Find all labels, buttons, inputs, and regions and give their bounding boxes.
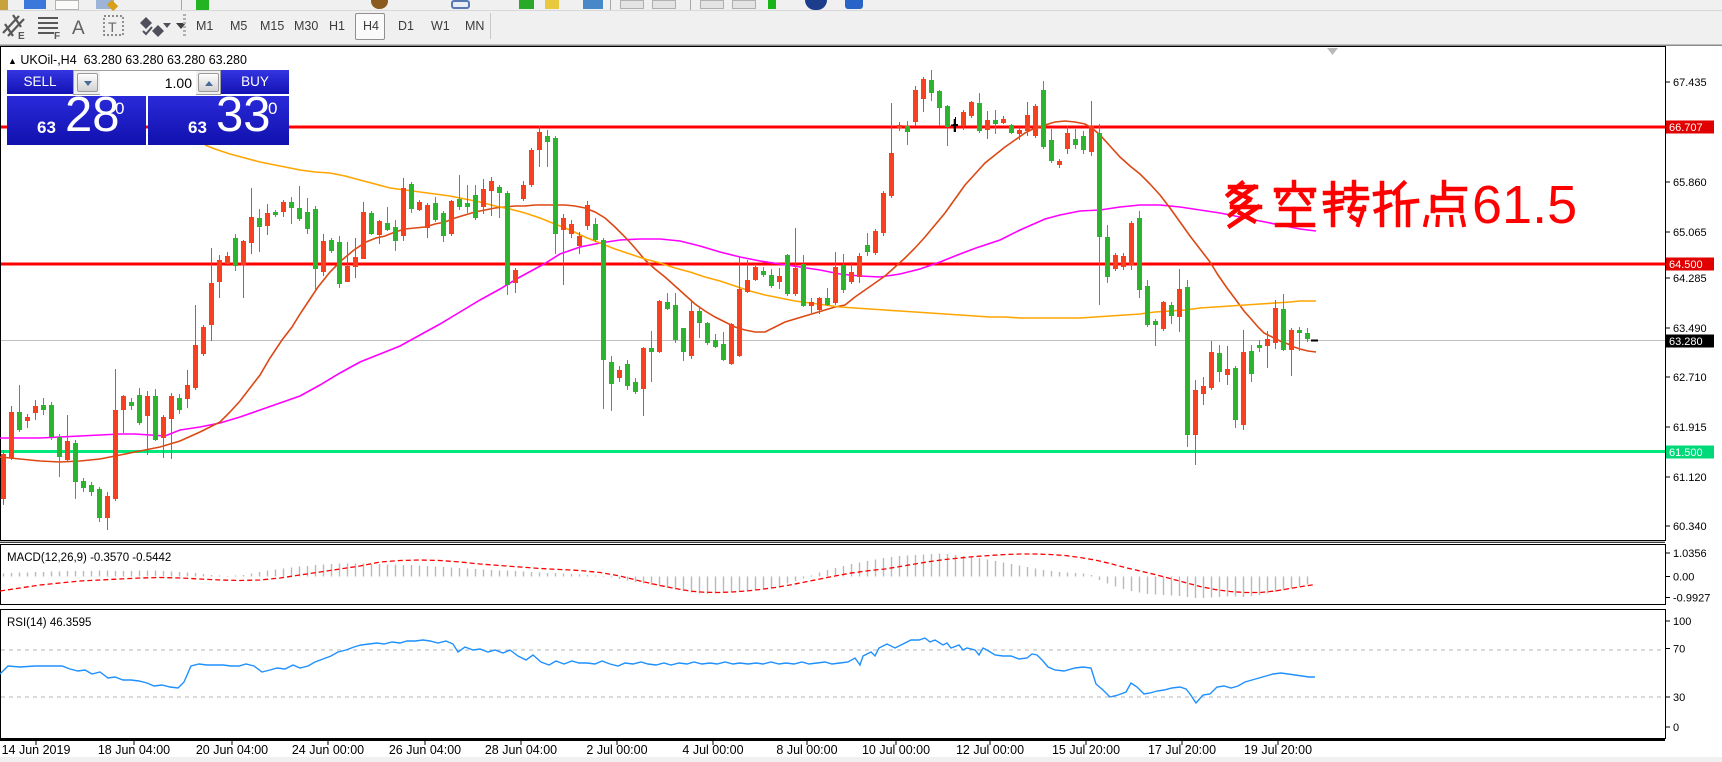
svg-text:61.915: 61.915 (1673, 422, 1707, 434)
svg-text:4 Jul 00:00: 4 Jul 00:00 (682, 743, 743, 757)
svg-text:65.065: 65.065 (1673, 227, 1707, 239)
svg-text:8 Jul 00:00: 8 Jul 00:00 (776, 743, 837, 757)
svg-text:30: 30 (1673, 692, 1685, 704)
svg-text:63.280: 63.280 (1669, 336, 1703, 348)
svg-text:70: 70 (1673, 644, 1685, 656)
svg-text:10 Jul 00:00: 10 Jul 00:00 (862, 743, 930, 757)
svg-text:2 Jul 00:00: 2 Jul 00:00 (586, 743, 647, 757)
svg-text:60.340: 60.340 (1673, 521, 1707, 533)
svg-text:63.490: 63.490 (1673, 323, 1707, 335)
svg-text:26 Jun 04:00: 26 Jun 04:00 (389, 743, 461, 757)
svg-text:64.500: 64.500 (1669, 259, 1703, 271)
svg-text:64.285: 64.285 (1673, 273, 1707, 285)
svg-text:-0.9927: -0.9927 (1673, 593, 1710, 605)
svg-text:0.00: 0.00 (1673, 572, 1694, 584)
svg-text:18 Jun 04:00: 18 Jun 04:00 (98, 743, 170, 757)
svg-text:0: 0 (1673, 722, 1679, 734)
svg-text:61.120: 61.120 (1673, 472, 1707, 484)
svg-text:12 Jul 00:00: 12 Jul 00:00 (956, 743, 1024, 757)
svg-text:61.500: 61.500 (1669, 447, 1703, 459)
svg-text:A: A (72, 18, 85, 39)
svg-text:65.860: 65.860 (1673, 177, 1707, 189)
svg-text:66.707: 66.707 (1669, 122, 1703, 134)
svg-text:E: E (18, 31, 25, 42)
svg-text:100: 100 (1673, 616, 1691, 628)
svg-text:MACD(12,26,9) -0.3570 -0.5442: MACD(12,26,9) -0.3570 -0.5442 (7, 552, 171, 564)
svg-text:1.0356: 1.0356 (1673, 548, 1707, 560)
svg-text:19 Jul 20:00: 19 Jul 20:00 (1244, 743, 1312, 757)
svg-text:T: T (108, 19, 117, 35)
svg-text:24 Jun 00:00: 24 Jun 00:00 (292, 743, 364, 757)
svg-text:14 Jun 2019: 14 Jun 2019 (2, 743, 71, 757)
svg-text:15 Jul 20:00: 15 Jul 20:00 (1052, 743, 1120, 757)
svg-text:20 Jun 04:00: 20 Jun 04:00 (196, 743, 268, 757)
svg-text:28 Jun 04:00: 28 Jun 04:00 (485, 743, 557, 757)
svg-text:61.5: 61.5 (1472, 175, 1577, 235)
svg-text:RSI(14) 46.3595: RSI(14) 46.3595 (7, 617, 91, 629)
svg-text:F: F (54, 31, 60, 42)
svg-text:17 Jul 20:00: 17 Jul 20:00 (1148, 743, 1216, 757)
svg-text:62.710: 62.710 (1673, 372, 1707, 384)
svg-text:67.435: 67.435 (1673, 77, 1707, 89)
